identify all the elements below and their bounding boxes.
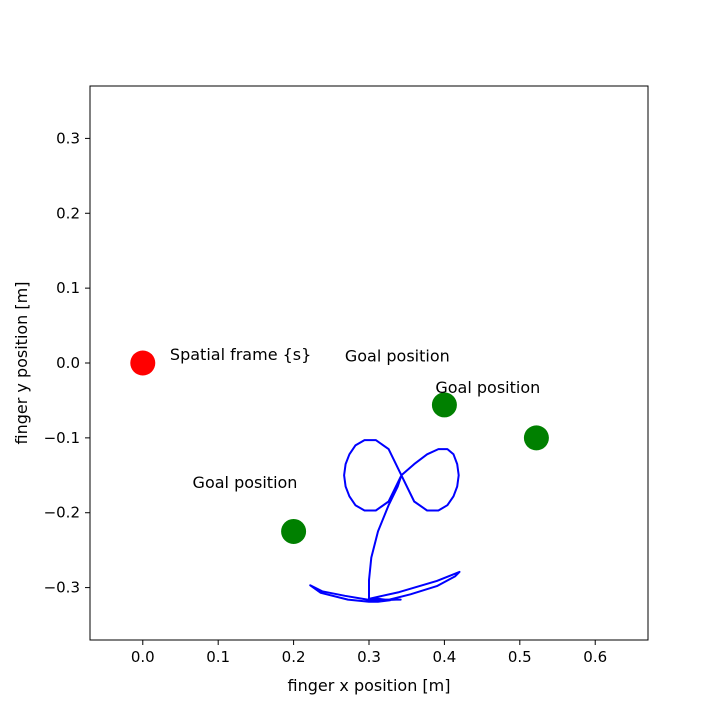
x-tick-label: 0.2 [282, 648, 306, 666]
y-tick-label: −0.3 [44, 579, 80, 597]
y-tick-label: 0.3 [56, 129, 80, 147]
spatial-frame-marker [130, 350, 156, 376]
goal-position-label: Goal position [193, 473, 298, 492]
x-tick-label: 0.0 [131, 648, 155, 666]
goal-position-marker [431, 392, 457, 418]
goal-position-label: Goal position [435, 378, 540, 397]
y-tick-label: 0.1 [56, 279, 80, 297]
y-tick-label: −0.2 [44, 504, 80, 522]
axis-ticks: 0.0 0.1 0.2 0.3 0.4 0.5 0.6 −0.3 −0.2 −0.1 0.0 0.1 0… [44, 129, 608, 666]
x-tick-label: 0.3 [357, 648, 381, 666]
x-axis-label: finger x position [m] [288, 676, 451, 695]
y-tick-label: 0.0 [56, 354, 80, 372]
goal-position-marker [281, 518, 307, 544]
y-tick-label: −0.1 [44, 429, 80, 447]
x-tick-label: 0.5 [508, 648, 532, 666]
x-tick-label: 0.4 [432, 648, 456, 666]
x-tick-label: 0.1 [206, 648, 230, 666]
y-tick-label: 0.2 [56, 204, 80, 222]
y-axis-label: finger y position [m] [12, 282, 31, 445]
plot-area: Spatial frame {s} Goal position Goal posit… [130, 345, 549, 603]
goal-position-marker [523, 425, 549, 451]
spatial-frame-label: Spatial frame {s} [170, 345, 311, 364]
goal-position-label: Goal position [345, 347, 450, 366]
finger-trajectory-line [309, 439, 461, 603]
x-tick-label: 0.6 [583, 648, 607, 666]
